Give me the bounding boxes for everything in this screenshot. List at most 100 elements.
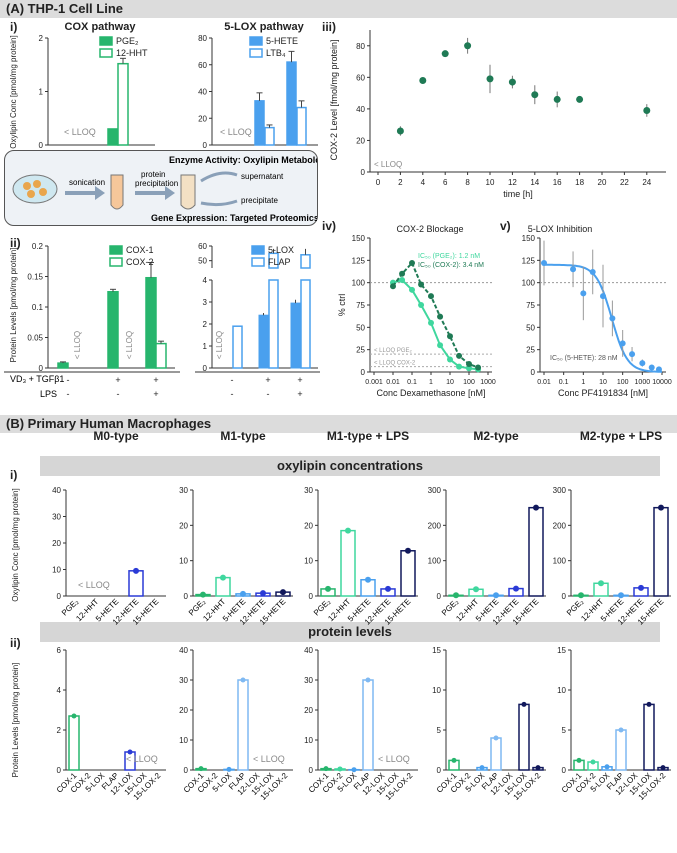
- data-point: [576, 757, 582, 763]
- 5lox-bar: [290, 302, 301, 369]
- pf-y-tick-label: 50: [526, 323, 535, 332]
- protein-bar: [615, 729, 627, 771]
- data-point: [351, 767, 357, 773]
- y-axis-label: Oxylipin Conc [pmol/mg protein]: [11, 488, 20, 601]
- lloq-text: < LLOQ: [64, 127, 96, 137]
- dex-y-tick-label: 100: [352, 279, 366, 288]
- time-x-tick-label: 2: [398, 178, 403, 187]
- lloq-text: < LLOQ: [220, 127, 252, 137]
- dex-y-tick-label: 150: [352, 234, 366, 243]
- lloq-pge2-text: < LLOQ PGE₂: [374, 348, 413, 354]
- ic50-cox2-text: IC₅₀ (COX-2): 3.4 nM: [418, 262, 484, 269]
- lloq-text: < LLOQ: [125, 331, 134, 359]
- workflow-title-2: Gene Expression: Targeted Proteomics: [151, 213, 317, 223]
- y-axis-label: Protein Levels [pmol/mg protein]: [11, 663, 20, 778]
- macrophage-title: M0-type: [93, 429, 139, 443]
- pf-x-tick-label: 100: [617, 379, 629, 386]
- time-x-tick-label: 6: [443, 178, 448, 187]
- data-point: [337, 766, 343, 772]
- data-point: [198, 766, 204, 772]
- tube-icon: [180, 174, 196, 210]
- data-point: [280, 589, 286, 596]
- data-point: [409, 260, 415, 267]
- pge2-bar: [107, 128, 119, 146]
- data-point: [453, 592, 459, 599]
- treatment-lps-mark: +: [297, 389, 302, 399]
- bi-panel-y-tick-label: 300: [553, 486, 567, 495]
- lloq-text: < LLOQ: [378, 754, 410, 764]
- time-x-tick-label: 16: [553, 178, 562, 187]
- bii-panel-y-tick-label: 10: [557, 686, 566, 695]
- time-x-tick-label: 4: [421, 178, 426, 187]
- arrow-icon: [135, 186, 175, 200]
- cox2-time-y-tick-label: 0: [361, 168, 366, 177]
- data-point: [323, 766, 329, 772]
- legend-cox1: COX-1: [126, 245, 154, 255]
- cox2-bar: [155, 342, 167, 369]
- bii-panel-y-tick-label: 0: [184, 766, 189, 775]
- treatment-vd3-label: VD₃ + TGFβ1: [10, 374, 64, 384]
- dex-y-tick-label: 25: [356, 346, 365, 355]
- section-b-band: (B) Primary Human Macrophages: [0, 415, 677, 433]
- time-x-tick-label: 12: [508, 178, 517, 187]
- data-point: [240, 677, 246, 683]
- panel-b-i-label: i): [10, 468, 18, 482]
- data-point: [655, 366, 662, 373]
- cox-a-y-tick-label: 2: [39, 34, 44, 43]
- tube-icon: [110, 174, 124, 210]
- bi-panel-y-tick-label: 20: [304, 521, 313, 530]
- time-x-tick-label: 20: [598, 178, 607, 187]
- cox-a-y-tick-label: 0: [39, 141, 44, 150]
- fit-line-pge2: [392, 278, 479, 371]
- legend-12hht-swatch: [99, 48, 113, 58]
- macrophage-title: M2-type: [473, 429, 519, 443]
- bi-panel-y-tick-label: 10: [179, 557, 188, 566]
- bi-panel-y-tick-label: 0: [309, 592, 314, 601]
- treatment-lps-mark: -: [231, 389, 234, 399]
- treatment-lps-mark: -: [117, 389, 120, 399]
- lloq-text: < LLOQ: [215, 331, 224, 359]
- bi-panel-y-tick-label: 0: [562, 592, 567, 601]
- hht-bar: [117, 62, 129, 146]
- ltb4-bar: [264, 126, 275, 146]
- data-point: [639, 360, 646, 367]
- bi-panel-y-tick-label: 10: [304, 557, 313, 566]
- data-point: [609, 315, 616, 322]
- data-point: [428, 293, 434, 300]
- protein-bar: [518, 703, 530, 771]
- dex-x-tick-label: 1: [429, 379, 433, 386]
- lloq-text: < LLOQ: [253, 754, 285, 764]
- data-point: [618, 592, 624, 599]
- cox1-bar: [107, 291, 119, 369]
- macrophage-title: M1-type + LPS: [327, 429, 409, 443]
- treatment-vd3-mark: -: [231, 375, 234, 385]
- ic50-5hete-text: IC₅₀ (5-HETE): 28 nM: [550, 355, 618, 362]
- bi-panel-y-tick-label: 10: [52, 566, 61, 575]
- data-point: [419, 76, 427, 84]
- oxylipin-bar: [400, 550, 416, 597]
- protein-bar: [68, 715, 80, 771]
- data-point: [456, 363, 463, 370]
- bii-panel-y-tick-label: 0: [309, 766, 314, 775]
- data-point: [220, 574, 226, 581]
- pf-x-tick-label: 0.01: [537, 379, 551, 386]
- dex-y-tick-label: 125: [352, 256, 366, 265]
- protein-bar: [237, 679, 249, 771]
- dex-x-tick-label: 1000: [480, 379, 496, 386]
- time-x-tick-label: 0: [376, 178, 381, 187]
- pf-y-tick-label: 25: [526, 346, 535, 355]
- workflow-step-sonication: sonication: [69, 178, 105, 187]
- lloq-text: < LLOQ: [78, 580, 110, 590]
- bi-panel-y-tick-label: 20: [52, 539, 61, 548]
- pf-y-tick-label: 75: [526, 301, 535, 310]
- dex-x-tick-label: 100: [463, 379, 475, 386]
- data-point: [365, 677, 371, 683]
- time-x-tick-label: 22: [620, 178, 629, 187]
- data-point: [475, 364, 482, 371]
- bi-panel-y-tick-label: 300: [428, 486, 442, 495]
- bii-panel-y-tick-label: 0: [562, 766, 567, 775]
- data-point: [629, 351, 636, 358]
- arrow-icon: [200, 171, 238, 183]
- protein-bar: [490, 737, 502, 771]
